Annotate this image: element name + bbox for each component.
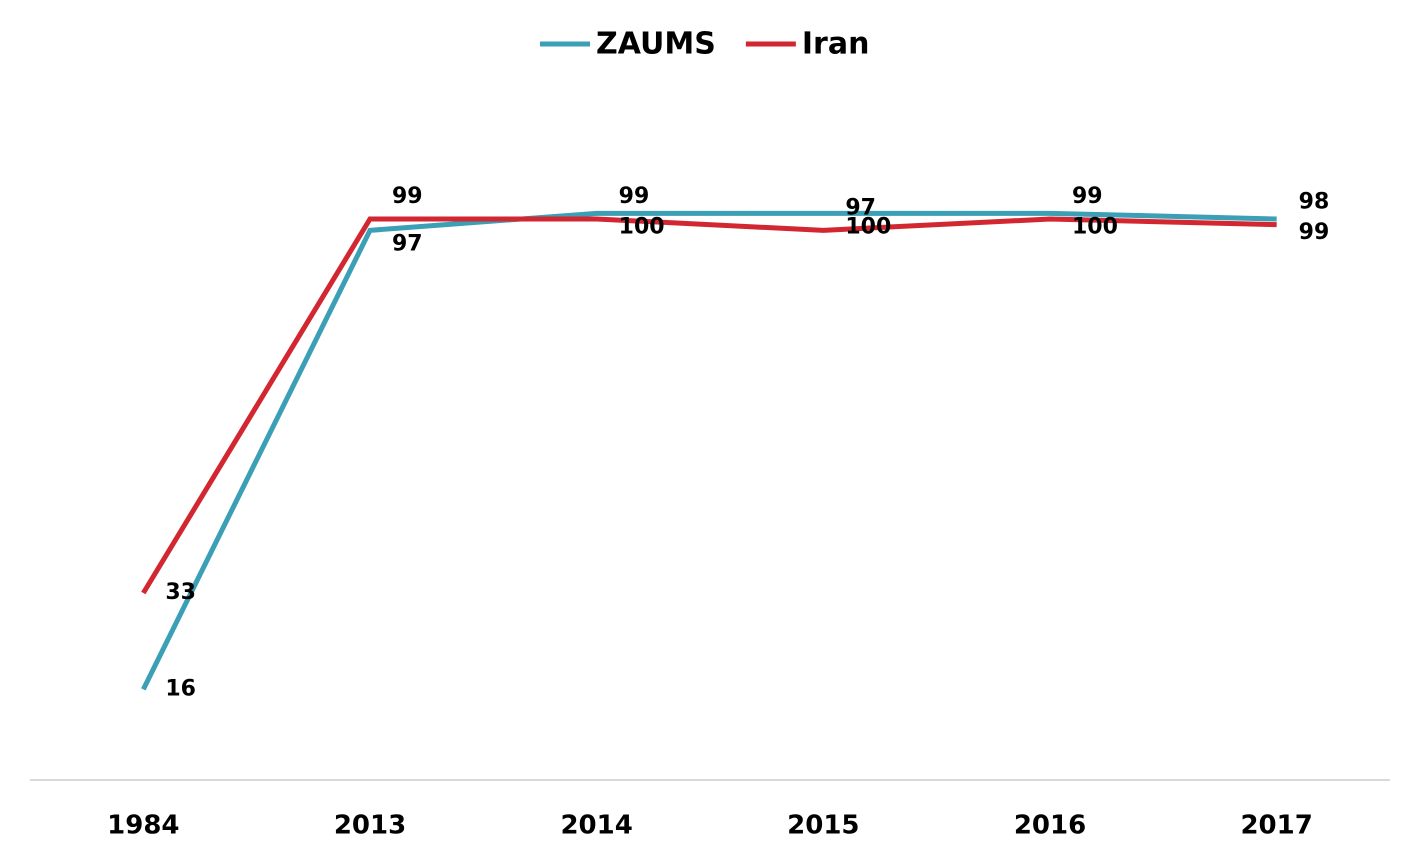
- data-label: 97: [845, 195, 876, 220]
- x-tick-label: 2013: [334, 811, 406, 841]
- x-tick-label: 2014: [560, 811, 632, 841]
- x-tick-label: 2016: [1014, 811, 1086, 841]
- data-label: 97: [392, 231, 423, 256]
- data-label: 99: [1299, 220, 1330, 245]
- data-label: 33: [165, 580, 196, 605]
- data-label: 100: [845, 214, 891, 239]
- data-label: 16: [165, 676, 196, 701]
- legend-label: Iran: [802, 27, 870, 62]
- legend-label: ZAUMS: [596, 27, 716, 62]
- data-line: [141, 216, 1277, 595]
- data-label: 99: [392, 184, 423, 209]
- x-tick-label: 2015: [787, 811, 859, 841]
- x-tick-label: 1984: [107, 811, 179, 841]
- data-label: 100: [1072, 214, 1118, 239]
- data-line: [141, 210, 1277, 691]
- data-label: 100: [619, 214, 665, 239]
- data-label: 98: [1299, 190, 1330, 215]
- data-label: 99: [1072, 184, 1103, 209]
- data-label: 99: [619, 184, 650, 209]
- x-tick-label: 2017: [1240, 811, 1312, 841]
